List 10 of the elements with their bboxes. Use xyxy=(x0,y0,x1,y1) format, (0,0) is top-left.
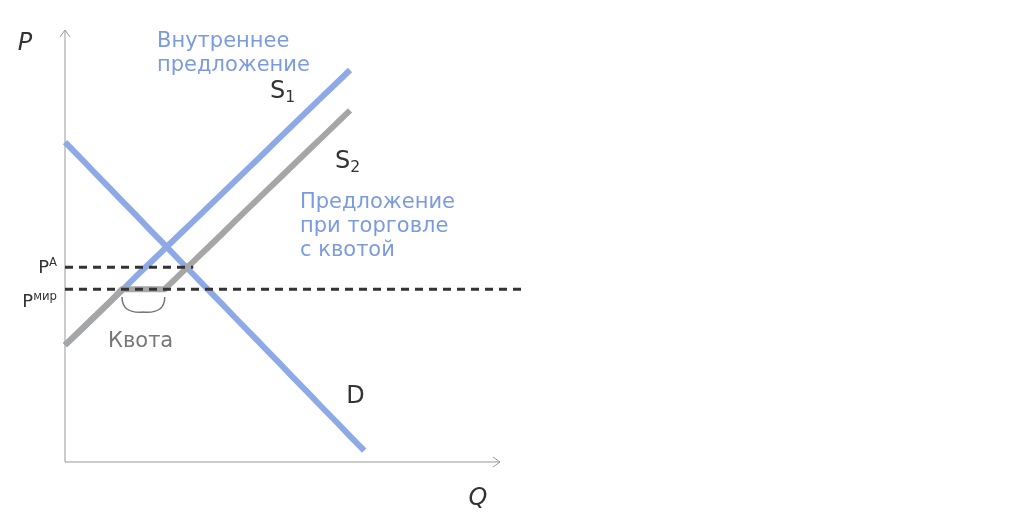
series-label: P$^{мир}$ xyxy=(22,288,57,312)
annotation: Предложение при торговле с квотой xyxy=(300,189,455,261)
x-axis-title: Q xyxy=(468,483,488,511)
annotation: Квота xyxy=(108,328,174,352)
annotation: Внутреннее предложение xyxy=(157,28,310,76)
series-label: S$_{2}$ xyxy=(335,146,361,177)
y-axis-title: P xyxy=(17,28,33,56)
series-label: S$_{1}$ xyxy=(270,76,296,106)
series-label: D xyxy=(346,380,365,409)
series-label: P$^{А}$ xyxy=(38,254,57,278)
